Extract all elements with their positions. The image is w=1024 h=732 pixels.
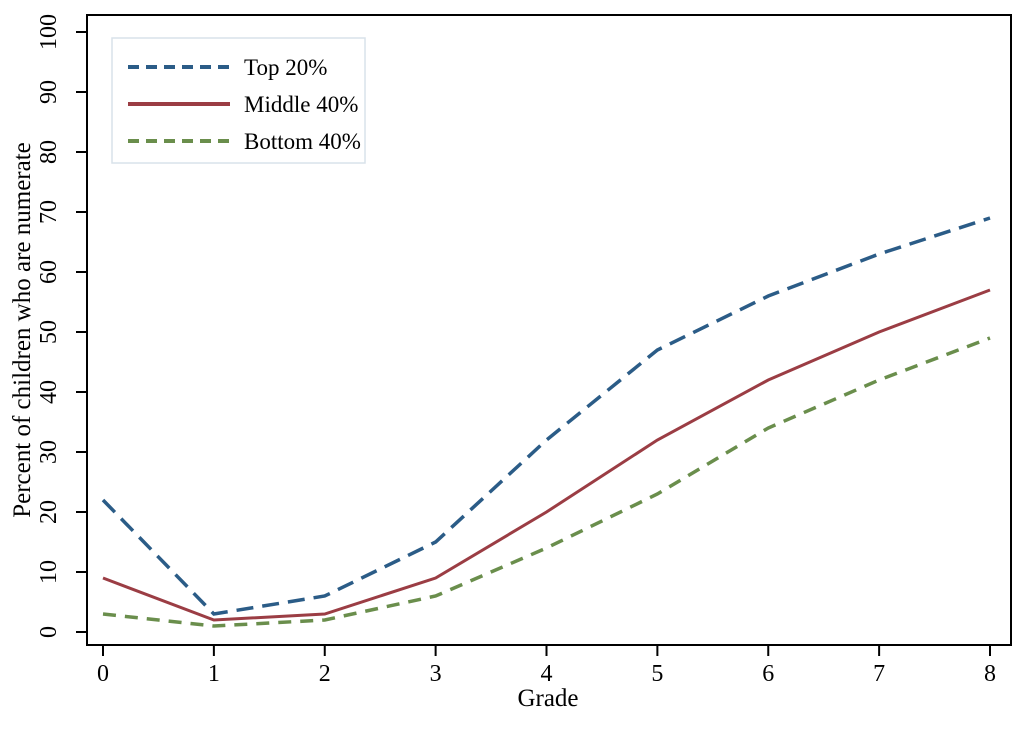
y-tick-label: 80 (36, 140, 62, 164)
x-tick-label: 7 (873, 661, 885, 687)
x-tick-label: 5 (651, 661, 663, 687)
x-tick-label: 4 (541, 661, 553, 687)
y-tick-label: 90 (36, 80, 62, 104)
y-tick-label: 10 (36, 560, 62, 584)
series-line-solid (102, 288, 991, 622)
x-tick-label: 3 (430, 661, 442, 687)
y-tick-label: 20 (36, 500, 62, 524)
x-tick-label: 2 (319, 661, 331, 687)
data-series-lines (101, 216, 991, 628)
y-tick-label: 50 (36, 320, 62, 344)
x-axis-ticks: 0 1 2 3 4 5 6 7 8 (97, 645, 996, 687)
y-tick-label: 100 (36, 14, 62, 50)
y-tick-label: 40 (36, 380, 62, 404)
series-line-dashed (101, 216, 991, 616)
x-tick-label: 1 (208, 661, 220, 687)
y-axis-ticks: 0 10 20 30 40 50 60 70 80 90 100 (36, 14, 87, 638)
legend: Top 20% Middle 40% Bottom 40% (111, 37, 366, 164)
y-tick-label: 30 (36, 440, 62, 464)
legend-label: Bottom 40% (244, 129, 361, 154)
x-tick-label: 6 (762, 661, 774, 687)
y-axis-title: Percent of children who are numerate (9, 142, 36, 518)
y-tick-label: 60 (36, 260, 62, 284)
legend-label: Middle 40% (244, 92, 358, 117)
legend-label: Top 20% (244, 55, 327, 80)
y-tick-label: 70 (36, 200, 62, 224)
x-axis-title: Grade (517, 685, 578, 712)
plot-border (86, 14, 1012, 646)
y-tick-label: 0 (36, 626, 62, 638)
series-line-dashed (102, 336, 991, 628)
x-tick-label: 0 (97, 661, 109, 687)
legend-entries: Top 20% Middle 40% Bottom 40% (128, 55, 361, 154)
x-tick-label: 8 (984, 661, 996, 687)
legend-box (111, 37, 366, 164)
